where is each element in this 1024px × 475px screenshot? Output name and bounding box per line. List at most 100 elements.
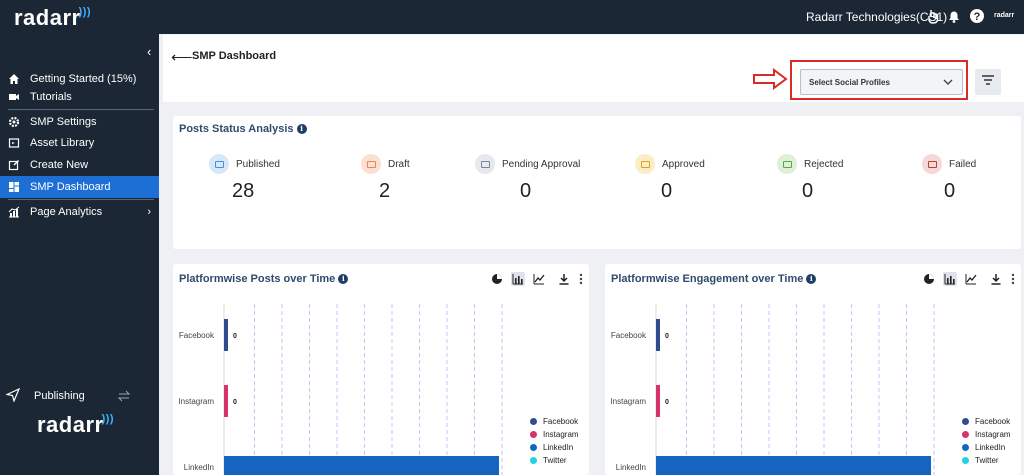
legend-label: Instagram <box>975 430 1011 439</box>
top-bar: radarr))) Radarr Technologies(CS1) ? rad… <box>0 0 1024 34</box>
bar-linkedin[interactable] <box>656 456 931 475</box>
svg-text:?: ? <box>974 11 981 23</box>
chart-legend: Facebook Instagram LinkedIn Twitter <box>530 415 579 467</box>
stat-value: 0 <box>661 180 673 202</box>
line-chart-icon[interactable] <box>964 272 978 286</box>
posts-bar-chart: Facebook0Instagram0LinkedIn15 <box>178 304 503 475</box>
back-arrow-icon[interactable]: ⟵ <box>171 49 193 66</box>
sidebar-item-label: Getting Started (15%) <box>30 73 137 85</box>
inbox-icon <box>922 154 942 174</box>
mini-logo: radarr <box>994 12 1015 19</box>
legend-item[interactable]: Twitter <box>962 454 1011 467</box>
bar-chart-icon[interactable] <box>943 272 957 286</box>
category-label: Facebook <box>179 331 215 340</box>
bar-facebook[interactable] <box>224 319 228 351</box>
chevron-down-icon <box>942 76 954 90</box>
organization-name[interactable]: Radarr Technologies(CS1) <box>806 10 948 24</box>
library-icon <box>7 136 21 150</box>
legend-dot <box>530 418 537 425</box>
legend-dot <box>962 457 969 464</box>
line-chart-icon[interactable] <box>532 272 546 286</box>
chart-title-text: Platformwise Posts over Time <box>179 273 336 285</box>
edit-icon <box>7 158 21 172</box>
arrow-right-annotation-icon <box>753 68 788 90</box>
bar-linkedin[interactable] <box>224 456 499 475</box>
legend-label: Facebook <box>543 417 579 426</box>
legend-item[interactable]: Twitter <box>530 454 579 467</box>
sidebar-item-smp-settings[interactable]: SMP Settings <box>0 111 159 133</box>
more-options-icon[interactable] <box>1006 272 1020 286</box>
publishing-label: Publishing <box>34 390 85 402</box>
collapse-sidebar-icon[interactable]: ‹ <box>147 44 152 59</box>
home-icon <box>7 72 21 86</box>
legend-item[interactable]: LinkedIn <box>530 441 579 454</box>
publishing-switcher[interactable]: Publishing <box>0 386 159 406</box>
sidebar-item-getting-started[interactable]: Getting Started (15%) <box>0 68 159 90</box>
category-label: Instagram <box>178 397 214 406</box>
stat-value: 2 <box>379 180 391 202</box>
sidebar-item-smp-dashboard[interactable]: SMP Dashboard <box>0 176 159 198</box>
data-label: 0 <box>233 333 237 340</box>
category-label: Instagram <box>610 397 646 406</box>
legend-label: Facebook <box>975 417 1011 426</box>
legend-label: Twitter <box>975 456 999 465</box>
posts-status-title: Posts Status Analysis i <box>179 123 307 135</box>
select-social-profiles-dropdown[interactable]: Select Social Profiles <box>800 69 963 95</box>
download-icon[interactable] <box>557 272 571 286</box>
posts-over-time-card <box>173 264 589 475</box>
sidebar-item-page-analytics[interactable]: Page Analytics › <box>0 201 159 223</box>
chevron-right-icon: › <box>147 206 151 218</box>
info-icon[interactable]: i <box>338 274 349 285</box>
sidebar-item-asset-library[interactable]: Asset Library <box>0 132 159 154</box>
bell-icon[interactable] <box>946 8 962 24</box>
legend-item[interactable]: Facebook <box>530 415 579 428</box>
filter-button[interactable] <box>975 69 1001 95</box>
inbox-icon <box>209 154 229 174</box>
sidebar-item-label: Asset Library <box>30 137 95 149</box>
legend-label: Twitter <box>543 456 567 465</box>
swap-icon[interactable] <box>117 389 131 406</box>
data-label: 0 <box>233 399 237 406</box>
legend-label: LinkedIn <box>543 443 574 452</box>
inbox-icon <box>635 154 655 174</box>
legend-item[interactable]: LinkedIn <box>962 441 1011 454</box>
sidebar: ‹ Getting Started (15%) Tutorials SMP Se… <box>0 34 159 475</box>
inbox-icon <box>777 154 797 174</box>
pie-chart-icon[interactable] <box>490 272 504 286</box>
radarr-logo[interactable]: radarr))) <box>14 5 93 31</box>
engagement-over-time-card <box>605 264 1021 475</box>
category-label: Facebook <box>611 331 647 340</box>
posts-status-card <box>173 116 1021 249</box>
stat-value: 0 <box>944 180 956 202</box>
bar-instagram[interactable] <box>656 385 660 417</box>
info-icon[interactable]: i <box>806 274 817 285</box>
analytics-icon <box>7 205 21 219</box>
bar-facebook[interactable] <box>656 319 660 351</box>
download-icon[interactable] <box>989 272 1003 286</box>
stat-value: 28 <box>232 180 255 202</box>
info-icon[interactable]: i <box>296 124 307 135</box>
stat-label: Rejected <box>804 159 844 170</box>
help-icon[interactable]: ? <box>969 8 985 24</box>
legend-item[interactable]: Facebook <box>962 415 1011 428</box>
highlight-box <box>790 60 968 100</box>
pie-chart-icon[interactable] <box>922 272 936 286</box>
card-title-text: Posts Status Analysis <box>179 123 294 135</box>
legend-item[interactable]: Instagram <box>530 428 579 441</box>
legend-dot <box>530 431 537 438</box>
sidebar-item-tutorials[interactable]: Tutorials <box>0 86 159 108</box>
legend-dot <box>530 444 537 451</box>
page-header: ⟵ SMP Dashboard Select Social Profiles <box>163 35 1024 102</box>
data-label: 0 <box>665 399 669 406</box>
stat-value: 0 <box>802 180 814 202</box>
sidebar-item-label: Create New <box>30 159 89 171</box>
video-icon <box>7 90 21 104</box>
bar-chart-icon[interactable] <box>511 272 525 286</box>
sidebar-item-label: SMP Dashboard <box>30 181 111 193</box>
touch-icon[interactable] <box>925 8 941 24</box>
legend-item[interactable]: Instagram <box>962 428 1011 441</box>
sidebar-item-create-new[interactable]: Create New <box>0 154 159 176</box>
bar-instagram[interactable] <box>224 385 228 417</box>
more-options-icon[interactable] <box>574 272 588 286</box>
gear-icon <box>7 115 21 129</box>
